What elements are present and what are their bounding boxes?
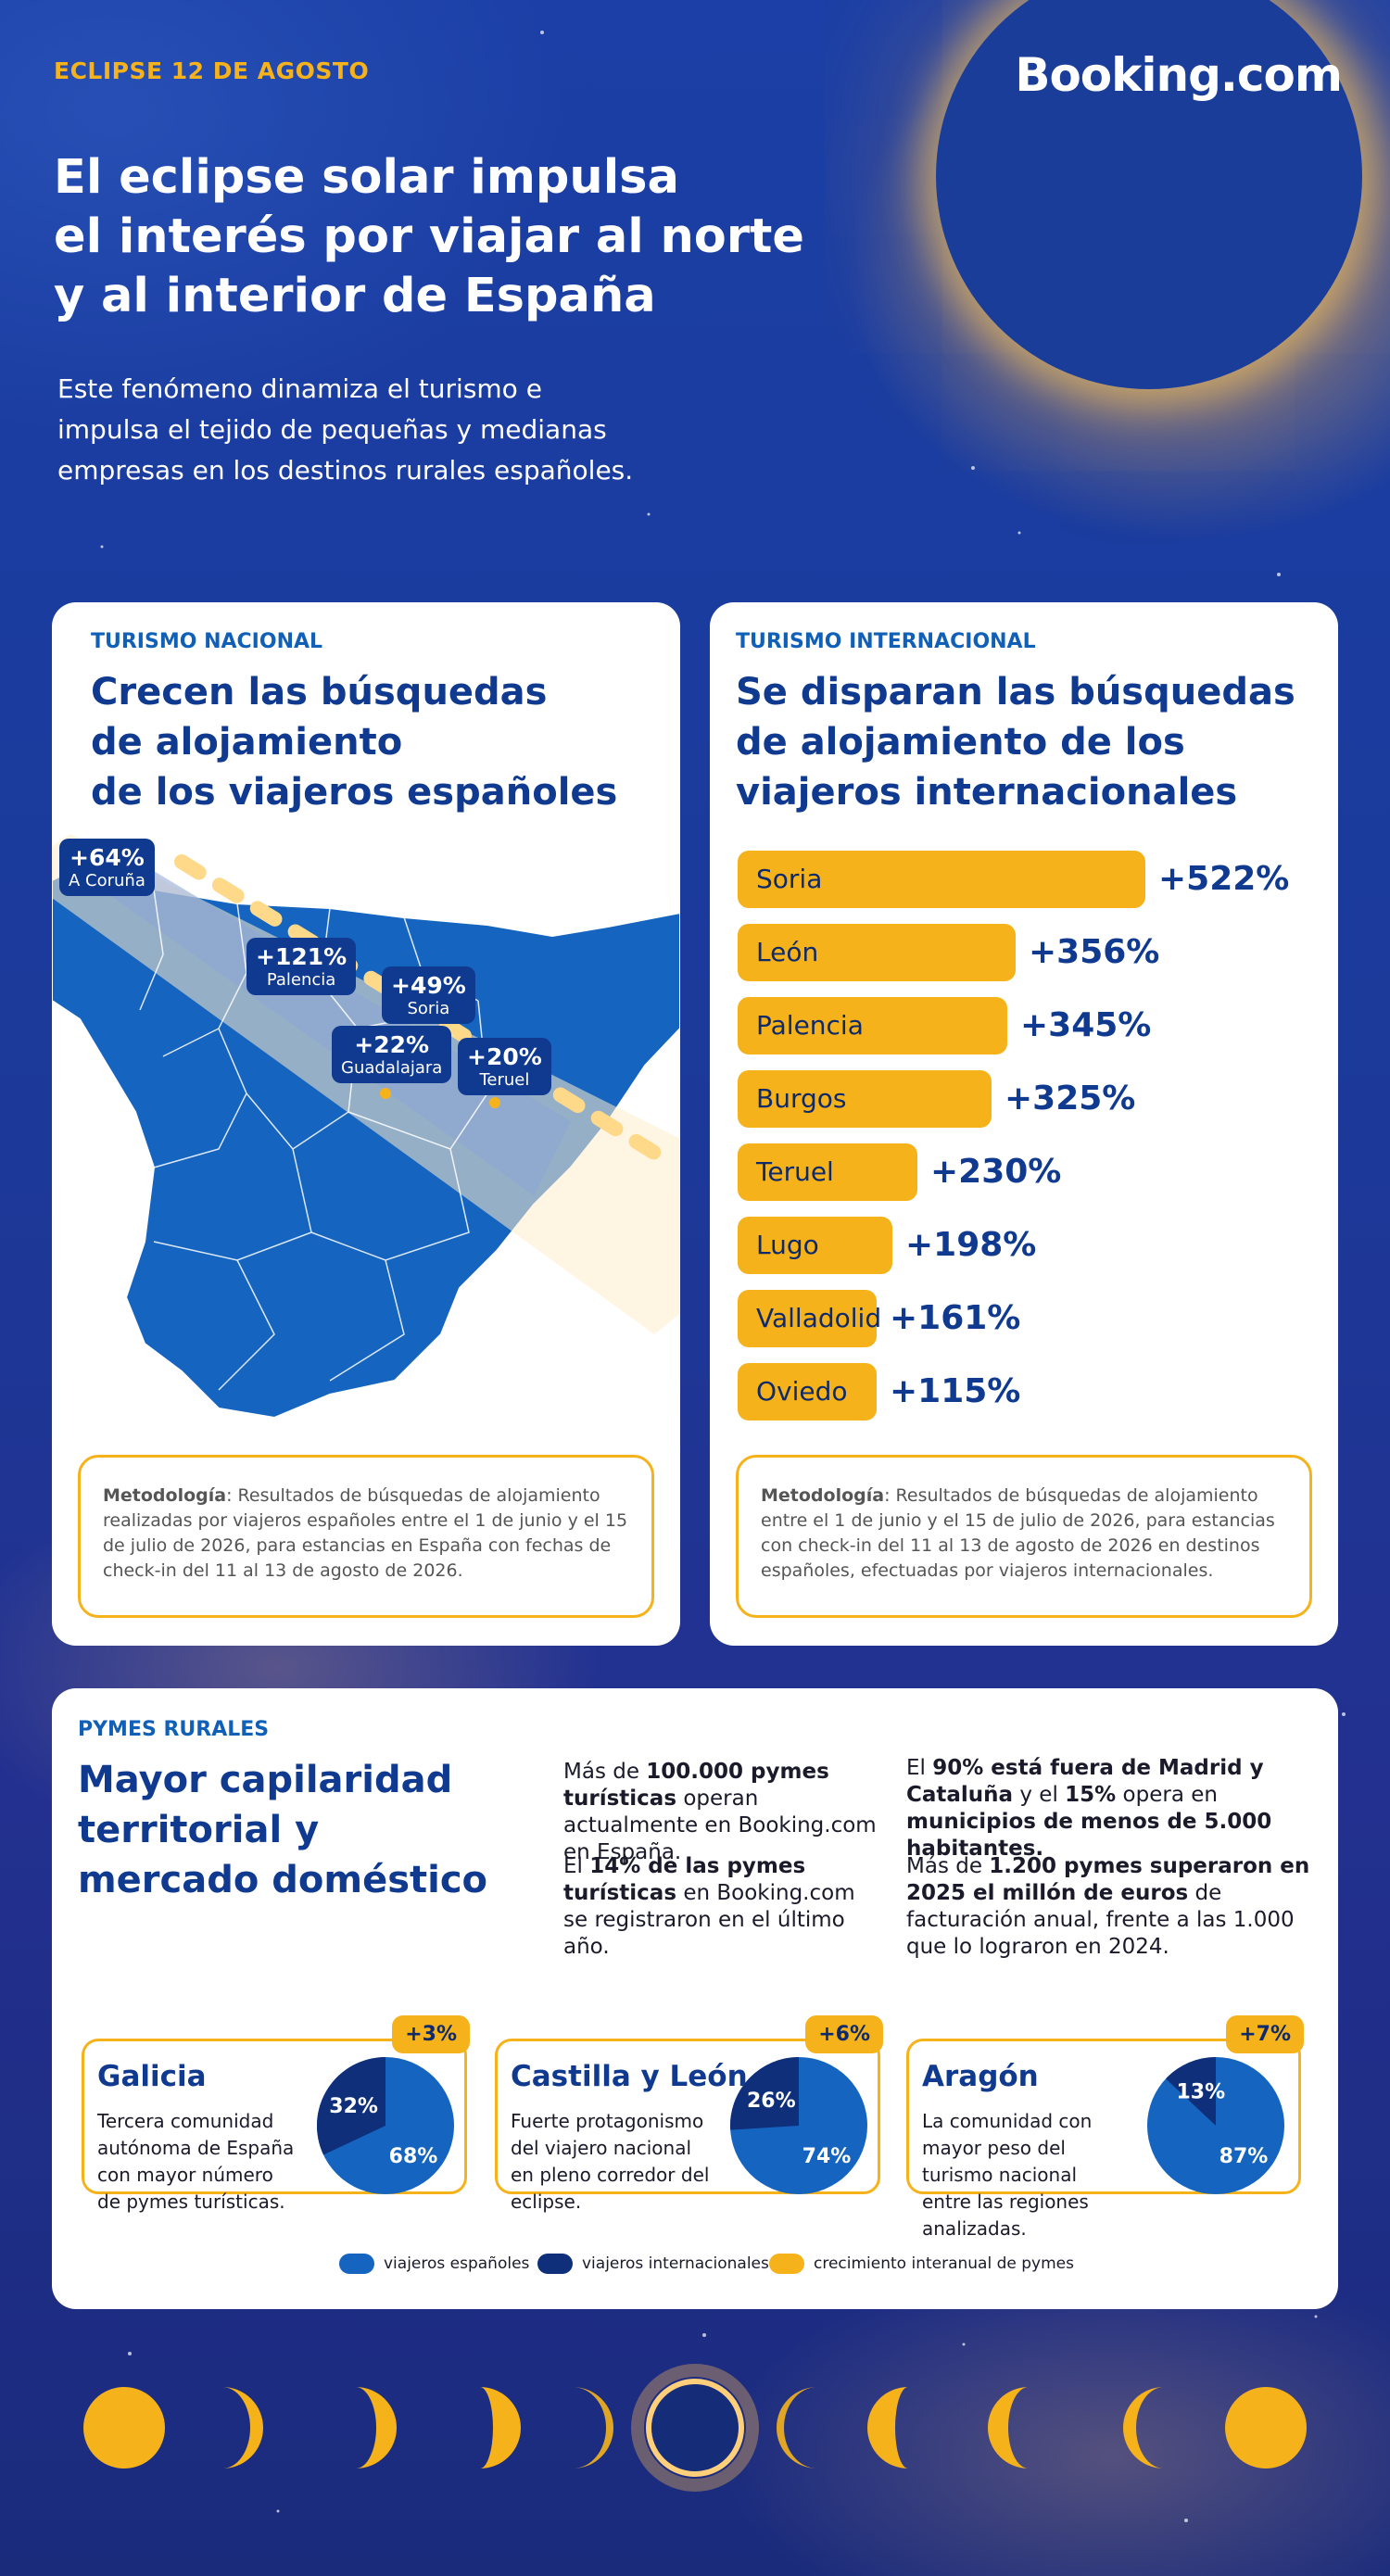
bar-value-label: +230% (930, 1153, 1062, 1191)
map-label-teruel: +20% Teruel (458, 1038, 551, 1095)
region-castilla-y-leon: +6% Castilla y León Fuerte protagonismo … (495, 2015, 883, 2213)
card-title: Crecen las búsquedas de alojamiento de l… (91, 671, 618, 814)
region-name: Castilla y León (511, 2060, 748, 2093)
region-name: Galicia (97, 2060, 207, 2093)
card-tag: TURISMO NACIONAL (91, 630, 323, 653)
card-turismo-nacional: TURISMO NACIONAL Crecen las búsquedas de… (52, 602, 680, 1646)
region-description: Tercera comunidad autónoma de España con… (97, 2110, 295, 2213)
pie-slice-international (730, 2057, 799, 2130)
map-label-palencia: +121% Palencia (246, 938, 357, 995)
map-label-a-coruna: +64% A Coruña (59, 839, 155, 896)
spain-map (52, 834, 680, 1420)
methodology-internacional: Metodología: Resultados de búsquedas de … (736, 1455, 1312, 1618)
eclipse-phases-decoration (83, 2364, 1307, 2492)
page-subtitle: Este fenómeno dinamiza el turismo e impu… (57, 373, 634, 486)
methodology-nacional: Metodología: Resultados de búsquedas de … (78, 1455, 654, 1618)
pymes-fact-3: El 90% está fuera de Madrid y Cataluña y… (906, 1756, 1272, 1861)
legend-swatch (537, 2254, 573, 2274)
pymes-fact-4: Más de 1.200 pymes superaron en 2025 el … (906, 1854, 1310, 1959)
pymes-fact-2: El 14% de las pymes turísticas en Bookin… (563, 1854, 855, 1959)
legend-spanish: viajeros españoles (339, 2254, 529, 2274)
page-title: El eclipse solar impulsa el interés por … (54, 150, 804, 323)
bar: Palencia (738, 997, 1007, 1054)
pie-chart: 26% 74% (730, 2057, 867, 2194)
bar-value-label: +115% (890, 1372, 1021, 1410)
region-name: Aragón (922, 2060, 1039, 2093)
legend-swatch (339, 2254, 374, 2274)
card-tag: PYMES RURALES (78, 1718, 270, 1741)
pymes-fact-1: Más de 100.000 pymes turísticas operan a… (563, 1760, 877, 1864)
bar: Teruel (738, 1143, 917, 1201)
pie-label-international: 13% (1177, 2081, 1226, 2104)
card-title: Mayor capilaridad territorial y mercado … (78, 1759, 488, 1901)
map-label-guadalajara: +22% Guadalajara (332, 1026, 452, 1083)
growth-badge: +7% (1226, 2015, 1304, 2053)
pie-chart: 32% 68% (317, 2057, 454, 2194)
pie-label-spanish: 74% (802, 2145, 852, 2168)
pie-slice-international (317, 2057, 385, 2155)
bar: León (738, 924, 1016, 981)
region-description: Fuerte protagonismo del viajero nacional… (511, 2110, 710, 2213)
bar: Oviedo (738, 1363, 877, 1421)
card-tag: TURISMO INTERNACIONAL (736, 630, 1036, 653)
eclipse-moon-decoration (936, 0, 1362, 389)
bar-value-label: +161% (890, 1299, 1021, 1337)
pie-label-spanish: 68% (389, 2145, 438, 2168)
bar-value-label: +325% (1005, 1080, 1136, 1118)
pie-label-international: 26% (747, 2090, 796, 2113)
card-pymes-rurales: PYMES RURALES Mayor capilaridad territor… (52, 1688, 1338, 2309)
pie-label-international: 32% (329, 2095, 378, 2118)
region-galicia: +3% Galicia Tercera comunidad autónoma d… (82, 2015, 470, 2213)
legend-swatch (769, 2254, 804, 2274)
bar-value-label: +522% (1158, 860, 1290, 898)
eclipse-date-tag: ECLIPSE 12 DE AGOSTO (54, 57, 370, 84)
bar: Valladolid (738, 1290, 881, 1347)
region-description: La comunidad con mayor peso del turismo … (922, 2110, 1093, 2240)
bar-value-label: +345% (1020, 1006, 1152, 1044)
bar: Burgos (738, 1070, 992, 1128)
card-title: Se disparan las búsquedas de alojamiento… (736, 671, 1295, 814)
pie-label-spanish: 87% (1219, 2145, 1269, 2168)
bar: Soria (738, 851, 1145, 908)
bar-value-label: +198% (905, 1226, 1037, 1264)
growth-badge: +6% (805, 2015, 883, 2053)
booking-logo: Booking.com (1015, 48, 1343, 102)
bar: Lugo (738, 1217, 892, 1274)
pie-slice-international (1166, 2057, 1216, 2126)
legend-growth: crecimiento interanual de pymes (769, 2254, 1074, 2274)
map-label-soria: +49% Soria (382, 966, 475, 1024)
card-turismo-internacional: TURISMO INTERNACIONAL Se disparan las bú… (710, 602, 1338, 1646)
intl-bar-chart: Soria +522% León +356% Palencia +345% Burgos +3… (710, 851, 1338, 1421)
region-aragon: +7% Aragón La comunidad con mayor peso d… (906, 2015, 1304, 2240)
growth-badge: +3% (392, 2015, 470, 2053)
pie-chart: 13% 87% (1147, 2057, 1284, 2194)
legend-international: viajeros internacionales (537, 2254, 769, 2274)
bar-value-label: +356% (1029, 933, 1160, 971)
